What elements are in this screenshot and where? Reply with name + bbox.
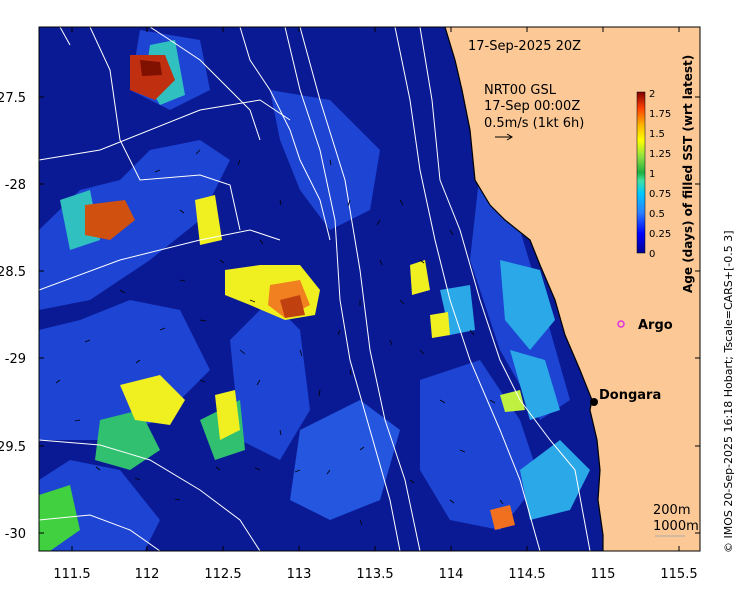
colorbar-tick: 0 [649, 249, 655, 260]
x-tick-label: 112.5 [204, 567, 241, 582]
depth-label-1000m: 1000m [653, 519, 699, 534]
map-area [39, 27, 700, 551]
colorbar-tick: 1 [649, 169, 655, 180]
y-axis-labels: -27.5 -28 28.5 -29 29.5 -30 [0, 91, 26, 542]
map-frame [38, 26, 701, 552]
x-tick-label: 114.5 [508, 567, 545, 582]
colorbar-tick: 0.25 [649, 229, 671, 240]
depth-contours [39, 27, 591, 551]
product-time: 17-Sep 00:00Z [484, 99, 580, 114]
vector-scale-label: 0.5m/s (1kt 6h) [484, 116, 584, 131]
x-tick-label: 113 [287, 567, 312, 582]
y-tick-label: 28.5 [0, 265, 26, 280]
x-tick-label: 114 [439, 567, 464, 582]
colorbar-tick: 0.75 [649, 189, 671, 200]
colorbar-label: Age (days) of filled SST (wrt latest) [681, 55, 695, 293]
colorbar-tick: 1.25 [649, 149, 671, 160]
product-name: NRT00 GSL [484, 83, 557, 98]
colorbar-tick: 1.5 [649, 129, 665, 140]
x-axis-labels: 111.5 112 112.5 113 113.5 114 114.5 115 … [53, 567, 697, 582]
x-tick-label: 115.5 [660, 567, 697, 582]
colorbar-gradient [636, 91, 646, 254]
land-mass [445, 27, 700, 551]
dongara-marker [590, 398, 598, 406]
sst-age-field [39, 30, 590, 551]
current-vectors [55, 149, 504, 526]
depth-label-200m: 200m [653, 503, 690, 518]
argo-float-marker [617, 320, 625, 328]
colorbar-tick: 2 [649, 89, 655, 100]
argo-label: Argo [638, 318, 673, 333]
scale-arrow-head [506, 133, 513, 141]
x-tick-label: 111.5 [53, 567, 90, 582]
axis-ticks [39, 27, 700, 551]
colorbar-tick: 0.5 [649, 209, 665, 220]
y-tick-label: -27.5 [0, 91, 26, 106]
x-tick-label: 113.5 [356, 567, 393, 582]
y-tick-label: -30 [5, 527, 26, 542]
x-tick-label: 112 [135, 567, 160, 582]
coastline [444, 27, 604, 551]
y-tick-label: -28 [5, 178, 26, 193]
imos-credit: © IMOS 20-Sep-2025 16:18 Hobart; Tscale=… [722, 230, 735, 553]
map-timestamp: 17-Sep-2025 20Z [468, 39, 581, 54]
colorbar-tick: 1.75 [649, 109, 671, 120]
x-tick-label: 115 [591, 567, 616, 582]
dongara-label: Dongara [599, 388, 661, 403]
y-tick-label: 29.5 [0, 440, 26, 455]
colorbar: 2 1.75 1.5 1.25 1 0.75 0.5 0.25 0 Age (d… [636, 55, 695, 293]
y-tick-label: -29 [5, 352, 26, 367]
